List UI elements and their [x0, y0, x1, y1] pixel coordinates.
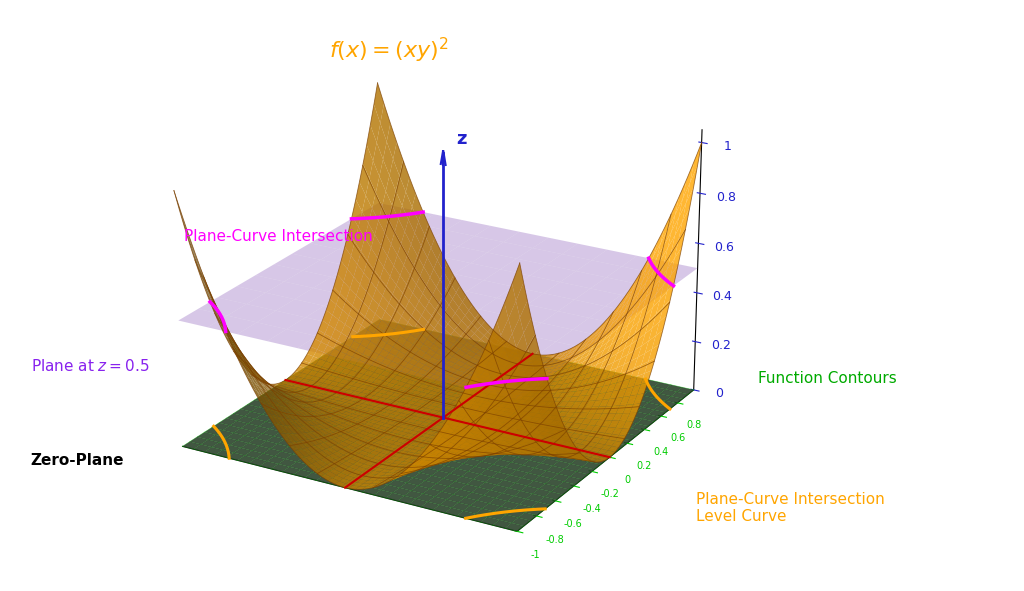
- Text: Function Contours: Function Contours: [758, 371, 896, 386]
- Text: Plane-Curve Intersection
Level Curve: Plane-Curve Intersection Level Curve: [696, 492, 885, 524]
- Text: Plane at $z = 0.5$: Plane at $z = 0.5$: [31, 358, 150, 375]
- Text: Zero-Plane: Zero-Plane: [31, 453, 124, 469]
- Text: $f(x) = (xy)^2$: $f(x) = (xy)^2$: [329, 35, 450, 64]
- Text: Plane-Curve Intersection: Plane-Curve Intersection: [184, 229, 373, 244]
